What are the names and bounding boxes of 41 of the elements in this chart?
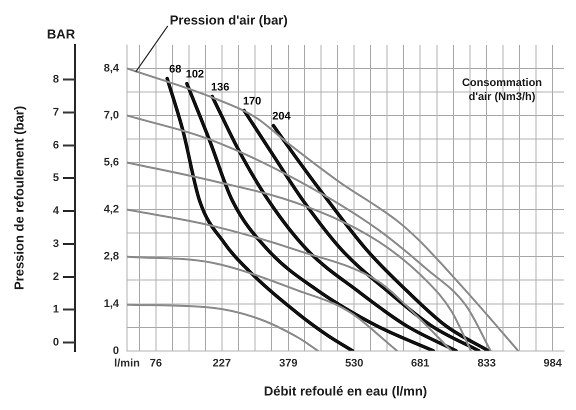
- x-axis-title: Débit refoulé en eau (l/mn): [264, 384, 428, 399]
- annotation: Consommation d'air (Nm3/h): [462, 77, 542, 104]
- y2-tick-label: 7,0: [104, 110, 119, 122]
- y-tick-label: 1: [52, 304, 59, 316]
- y-tick-label: 4: [52, 205, 60, 218]
- line-series: [127, 256, 398, 351]
- annotation: Pression d'air (bar): [170, 12, 288, 28]
- y-tick-label: 5: [52, 172, 59, 184]
- y2-tick-label: 5,6: [104, 156, 119, 169]
- y-tick-label: 2: [52, 270, 59, 283]
- line-series: [127, 208, 452, 351]
- x-tick-label: 833: [477, 357, 496, 370]
- line-series: [165, 76, 354, 351]
- line-series: [127, 304, 319, 351]
- y2-tick-label: 2,8: [104, 250, 119, 263]
- series-label: 102: [186, 68, 204, 81]
- x-tick-label: 379: [279, 357, 298, 370]
- x-tick-label: 530: [345, 357, 364, 370]
- line-series: [185, 82, 436, 351]
- y-tick-label: 3: [52, 238, 59, 250]
- series-label: 136: [211, 81, 230, 94]
- series-label: 68: [169, 64, 182, 76]
- y2-tick-label: 4,2: [104, 204, 119, 216]
- y2-tick-label: 8,4: [104, 62, 120, 75]
- line-series: [127, 162, 472, 351]
- x-tick-label: l/min: [114, 357, 140, 370]
- y2-tick-label: 1,4: [104, 298, 120, 310]
- y-axis-title: Pression de refoulement (bar): [12, 106, 27, 290]
- x-tick-label: 227: [212, 357, 232, 370]
- y-tick-label: 7: [52, 106, 59, 118]
- y-tick-label: 6: [52, 139, 59, 152]
- x-tick-label: 984: [543, 357, 563, 370]
- series-label: 170: [242, 96, 262, 108]
- y2-tick-label: 0: [112, 344, 119, 357]
- line-series: [210, 94, 458, 351]
- x-tick-label: 681: [411, 357, 430, 370]
- text: BAR: [46, 26, 76, 42]
- x-tick-label: 76: [150, 357, 162, 370]
- series-label: 204: [272, 110, 292, 123]
- y-tick-label: 0: [52, 336, 59, 349]
- y-tick-label: 8: [52, 74, 59, 86]
